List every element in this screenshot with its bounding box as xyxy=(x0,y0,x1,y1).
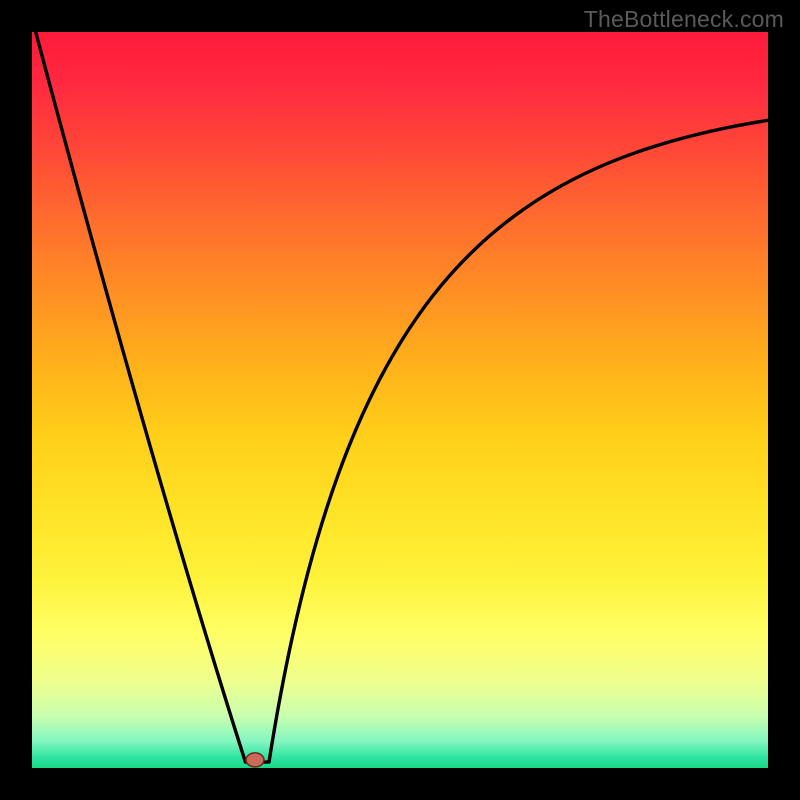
plot-area xyxy=(32,32,768,768)
minimum-marker-icon xyxy=(246,753,264,767)
watermark-text: TheBottleneck.com xyxy=(584,6,784,33)
curve-path xyxy=(36,32,768,762)
bottleneck-curve xyxy=(32,32,768,768)
